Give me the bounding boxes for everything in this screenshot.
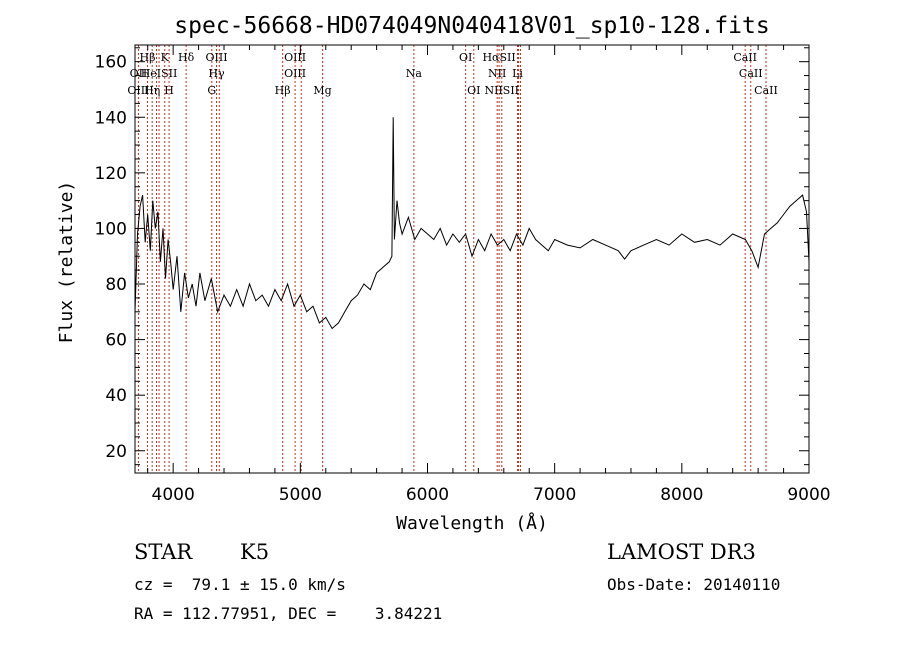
chart-title: spec-56668-HD074049N040418V01_sp10-128.f… <box>174 13 769 39</box>
spectral-line-label: Li <box>512 67 523 80</box>
y-axis-label: Flux (relative) <box>56 181 77 344</box>
y-tick-label: 120 <box>95 164 127 184</box>
spectral-line-label: HαSII <box>482 51 515 64</box>
spectral-line-label: H <box>164 84 174 97</box>
y-tick-label: 20 <box>105 442 127 462</box>
spectral-line-markers <box>137 45 767 473</box>
coordinates-readout: RA = 112.77951, DEC = 3.84221 <box>134 604 443 623</box>
spectral-line-label: OIII <box>205 51 227 64</box>
object-class: STAR <box>134 540 193 564</box>
spectral-line-label: K <box>161 51 170 64</box>
axis-ticks <box>135 45 810 473</box>
spectral-line-label: OIII <box>127 84 149 97</box>
axis-tick-labels: 4000 5000 6000 7000 8000 9000 20 40 60 80 100 120 14… <box>95 53 831 505</box>
x-tick-label: 6000 <box>406 485 449 505</box>
spectral-line-label: OI <box>459 51 472 64</box>
spectral-line-label: OII <box>130 67 148 80</box>
x-tick-label: 9000 <box>787 485 830 505</box>
spectral-line-label: CaII <box>754 84 778 97</box>
y-tick-label: 100 <box>95 219 127 239</box>
spectral-line-label: Mg <box>313 84 331 97</box>
spectral-line-label: Hγ <box>208 67 225 80</box>
spectral-line-label: CaII <box>733 51 757 64</box>
spectral-line-label: G <box>207 84 216 97</box>
spectral-line-label: OIII <box>284 67 306 80</box>
y-tick-label: 60 <box>105 331 127 351</box>
y-tick-label: 80 <box>105 275 127 295</box>
spectral-line-label: OI <box>467 84 480 97</box>
redshift-readout: cz = 79.1 ± 15.0 km/s <box>134 575 346 594</box>
survey-name: LAMOST DR3 <box>607 540 756 564</box>
spectral-line-label: NII <box>488 67 506 80</box>
observation-date: Obs-Date: 20140110 <box>607 575 781 594</box>
spectrum-series-line <box>134 117 810 330</box>
spectral-line-label: Hβ <box>275 84 291 97</box>
spectral-line-label: OIII <box>284 51 306 64</box>
x-axis-label: Wavelength (Å) <box>396 512 548 534</box>
y-tick-label: 140 <box>95 108 127 128</box>
spectral-line-label: Hβ <box>139 51 155 64</box>
x-tick-label: 4000 <box>152 485 195 505</box>
object-subclass: K5 <box>240 540 270 564</box>
x-tick-label: 8000 <box>660 485 703 505</box>
spectral-line-label: NIISII <box>484 84 519 97</box>
spectral-line-label: Hδ <box>178 51 195 64</box>
spectral-line-label: CaII <box>739 67 763 80</box>
spectral-line-label: HeISII <box>141 67 178 80</box>
plot-frame <box>134 44 810 474</box>
y-tick-label: 40 <box>105 386 127 406</box>
spectral-line-label: Hη <box>144 84 160 97</box>
x-tick-label: 7000 <box>533 485 576 505</box>
y-tick-label: 160 <box>95 53 127 73</box>
spectral-line-label: Na <box>406 67 423 80</box>
x-tick-label: 5000 <box>279 485 322 505</box>
